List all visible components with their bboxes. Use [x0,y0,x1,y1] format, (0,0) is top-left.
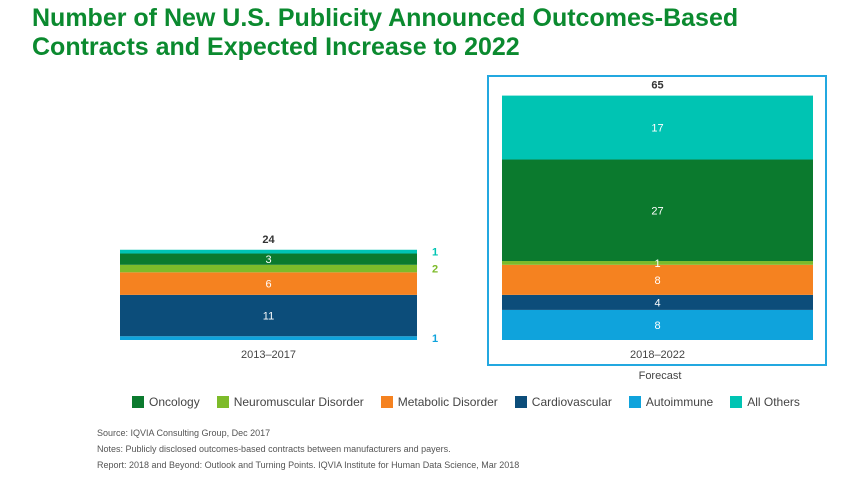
bar-segment-cardiovascular-1 [502,294,813,310]
report-line: Report: 2018 and Beyond: Outlook and Tur… [97,460,520,470]
legend-swatch-autoimmune [628,396,641,408]
segment-label-neuromuscular-disorder-0: 2 [432,264,438,276]
stacked-bar-chart: 11 6 3 1 2 1 24 2013–2017 8 4 8 27 17 1 65 2018–2022 For… [120,75,827,382]
bar-segment-all-others-0 [120,249,417,254]
total-label-1: 65 [651,80,663,92]
legend-label-oncology: Oncology [149,395,200,409]
segment-label-metabolic-disorder-0: 6 [265,279,271,291]
legend-swatch-all-others [730,396,743,408]
bar-segment-cardiovascular-0 [120,294,417,337]
segment-label-all-others-1: 17 [651,123,663,135]
legend-item-neuromuscular-disorder: Neuromuscular Disorder [216,395,364,409]
bar-segment-metabolic-disorder-1 [502,264,813,295]
bar-segment-autoimmune-1 [502,309,813,340]
bar-segment-neuromuscular-disorder-1 [502,261,813,265]
segment-label-cardiovascular-1: 4 [654,297,660,309]
legend-label-all-others: All Others [747,395,800,409]
legend-item-all-others: All Others [730,395,800,409]
segment-label-autoimmune-1: 8 [654,320,660,332]
legend-label-cardiovascular: Cardiovascular [531,395,612,409]
legend-label-neuromuscular-disorder: Neuromuscular Disorder [233,395,364,409]
bar-segment-all-others-1 [502,95,813,160]
total-label-0: 24 [262,234,275,246]
legend-item-autoimmune: Autoimmune [628,395,714,409]
bar-segment-metabolic-disorder-0 [120,272,417,295]
legend: Oncology Neuromuscular Disorder Metabolic … [132,394,817,410]
segment-label-oncology-1: 27 [651,205,663,217]
legend-swatch-cardiovascular [514,396,527,408]
category-label-0: 2013–2017 [241,349,296,361]
forecast-highlight-frame [487,75,827,366]
chart-title-line-2: Contracts and Expected Increase to 2022 [32,33,520,61]
legend-label-autoimmune: Autoimmune [645,395,714,409]
source-line: Source: IQVIA Consulting Group, Dec 2017 [97,428,271,438]
legend-item-metabolic-disorder: Metabolic Disorder [380,395,498,409]
legend-swatch-metabolic-disorder [380,396,393,408]
segment-label-cardiovascular-0: 11 [263,311,274,323]
segment-label-all-others-0: 1 [432,247,438,259]
legend-swatch-oncology [132,396,144,408]
segment-label-oncology-0: 3 [265,254,271,266]
category-label-1: 2018–2022 [630,349,685,361]
bar-segment-autoimmune-0 [120,336,417,340]
bar-segment-oncology-1 [502,159,813,262]
bar-segment-neuromuscular-disorder-0 [120,264,417,273]
legend-item-cardiovascular: Cardiovascular [514,395,612,409]
segment-label-metabolic-disorder-1: 8 [654,275,660,287]
legend-swatch-neuromuscular-disorder [216,396,229,408]
legend-item-oncology: Oncology [132,395,200,409]
forecast-label: Forecast [639,370,682,382]
notes-line: Notes: Publicly disclosed outcomes-based… [97,444,451,454]
chart-title-line-1: Number of New U.S. Publicity Announced O… [32,4,739,32]
source-notes: Source: IQVIA Consulting Group, Dec 2017… [97,425,519,473]
chart-title: Number of New U.S. Publicity Announced O… [32,4,842,62]
bar-segment-oncology-0 [120,253,417,265]
legend-label-metabolic-disorder: Metabolic Disorder [397,395,498,409]
segment-label-autoimmune-0: 1 [432,333,438,345]
segment-label-neuromuscular-disorder-1: 1 [654,258,660,270]
